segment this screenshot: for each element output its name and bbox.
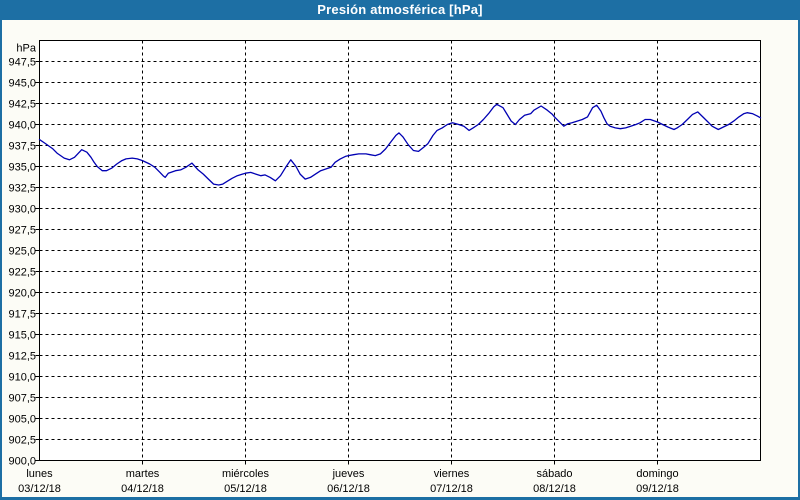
chart-area: 947,5 945,0 942,5 940,0 937,5 935,0 932,5 930,0… xyxy=(0,20,800,497)
x-day-name-label: viernes xyxy=(434,468,470,480)
y-tick-label: 910,0 xyxy=(8,372,36,384)
x-day-name-label: domingo xyxy=(636,468,678,480)
x-day-date-label: 07/12/18 xyxy=(430,483,473,495)
x-day-date-label: 08/12/18 xyxy=(533,483,576,495)
y-tick-label: 945,0 xyxy=(8,78,36,90)
y-tick-label: 900,0 xyxy=(8,456,36,468)
x-day-name-label: martes xyxy=(126,468,160,480)
y-tick-label: 947,5 xyxy=(8,57,36,69)
y-tick-label: 927,5 xyxy=(8,225,36,237)
y-axis-unit-label: hPa xyxy=(16,43,36,55)
y-tick-label: 935,0 xyxy=(8,162,36,174)
x-day-name-label: sábado xyxy=(536,468,572,480)
y-tick-label: 907,5 xyxy=(8,393,36,405)
x-day-name-label: lunes xyxy=(26,468,53,480)
x-day-date-label: 04/12/18 xyxy=(121,483,164,495)
x-day-name-label: miércoles xyxy=(222,468,270,480)
y-tick-label: 902,5 xyxy=(8,435,36,447)
pressure-series-line xyxy=(38,103,762,186)
y-tick-label: 942,5 xyxy=(8,99,36,111)
x-day-date-label: 05/12/18 xyxy=(224,483,267,495)
y-tick-label: 940,0 xyxy=(8,120,36,132)
y-tick-label: 920,0 xyxy=(8,288,36,300)
x-day-name-label: jueves xyxy=(332,468,365,480)
y-tick-label: 922,5 xyxy=(8,267,36,279)
y-tick-label: 915,0 xyxy=(8,330,36,342)
chart-title: Presión atmosférica [hPa] xyxy=(317,2,483,17)
y-tick-label: 925,0 xyxy=(8,246,36,258)
x-day-date-label: 09/12/18 xyxy=(636,483,679,495)
y-tick-label: 912,5 xyxy=(8,351,36,363)
y-tick-label: 917,5 xyxy=(8,309,36,321)
y-tick-label: 930,0 xyxy=(8,204,36,216)
x-day-date-label: 03/12/18 xyxy=(18,483,61,495)
window-titlebar: Presión atmosférica [hPa] xyxy=(0,0,800,20)
y-tick-label: 932,5 xyxy=(8,183,36,195)
y-tick-label: 937,5 xyxy=(8,141,36,153)
x-day-date-label: 06/12/18 xyxy=(327,483,370,495)
plot-border xyxy=(39,40,761,461)
y-tick-label: 905,0 xyxy=(8,414,36,426)
